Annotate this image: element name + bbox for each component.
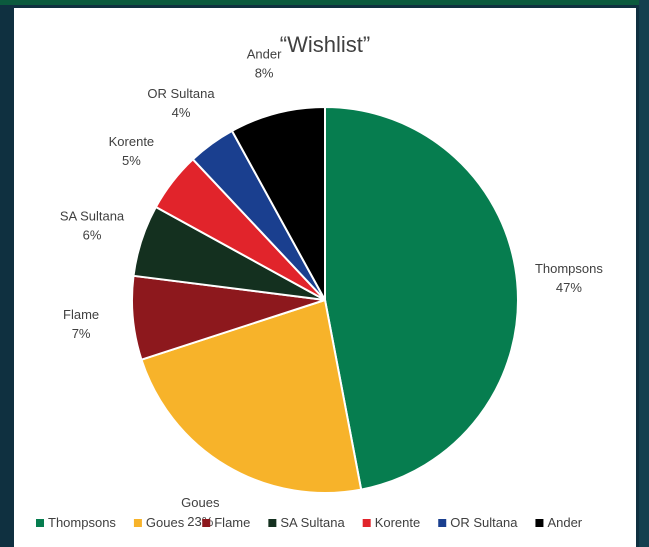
data-label-korente: Korente 5% <box>109 134 155 168</box>
legend-item-ander: Ander <box>535 515 583 530</box>
legend-label-goues: Goues <box>146 515 185 530</box>
data-label-or-sultana: OR Sultana 4% <box>147 86 215 120</box>
data-label-sa-sultana: SA Sultana 6% <box>60 208 125 242</box>
chart-panel: “Wishlist” Thompsons 47% Goues 23% Flame 7% SA… <box>14 8 636 547</box>
right-border <box>639 0 649 547</box>
legend-swatch-thompsons <box>36 519 44 527</box>
top-accent-stripe <box>0 0 649 5</box>
legend: Thompsons Goues Flame SA Sultana Korente OR S… <box>36 515 583 530</box>
legend-item-sa-sultana: SA Sultana <box>268 515 345 530</box>
legend-label-or-sultana: OR Sultana <box>450 515 518 530</box>
legend-label-korente: Korente <box>375 515 421 530</box>
data-label-thompsons: Thompsons 47% <box>535 261 603 295</box>
legend-label-flame: Flame <box>214 515 250 530</box>
legend-item-korente: Korente <box>362 515 421 530</box>
pie-slice-ander <box>231 106 326 301</box>
data-label-ander: Ander 8% <box>247 47 282 81</box>
legend-swatch-goues <box>133 519 142 527</box>
legend-swatch-sa-sultana <box>268 519 277 527</box>
legend-label-ander: Ander <box>547 515 582 530</box>
legend-label-thompsons: Thompsons <box>48 515 116 530</box>
legend-swatch-ander <box>535 519 544 527</box>
legend-swatch-flame <box>202 519 211 527</box>
legend-item-goues: Goues <box>133 515 185 530</box>
pie-chart: “Wishlist” Thompsons 47%Goues 23%Flame 7%SA… <box>36 32 604 530</box>
legend-swatch-korente <box>362 519 371 527</box>
legend-item-flame: Flame <box>202 515 250 530</box>
data-label-flame: Flame 7% <box>63 307 99 341</box>
pie-slice-thompsons <box>324 106 519 491</box>
pie-slices <box>131 106 519 494</box>
pie-slice-goues <box>140 299 363 494</box>
legend-item-thompsons: Thompsons <box>36 515 116 530</box>
legend-item-or-sultana: OR Sultana <box>438 515 518 530</box>
legend-swatch-or-sultana <box>438 519 447 527</box>
slice-labels: Thompsons 47%Goues 23%Flame 7%SA Sultana 6%K… <box>60 47 604 529</box>
legend-label-sa-sultana: SA Sultana <box>280 515 345 530</box>
chart-title: “Wishlist” <box>280 32 370 57</box>
